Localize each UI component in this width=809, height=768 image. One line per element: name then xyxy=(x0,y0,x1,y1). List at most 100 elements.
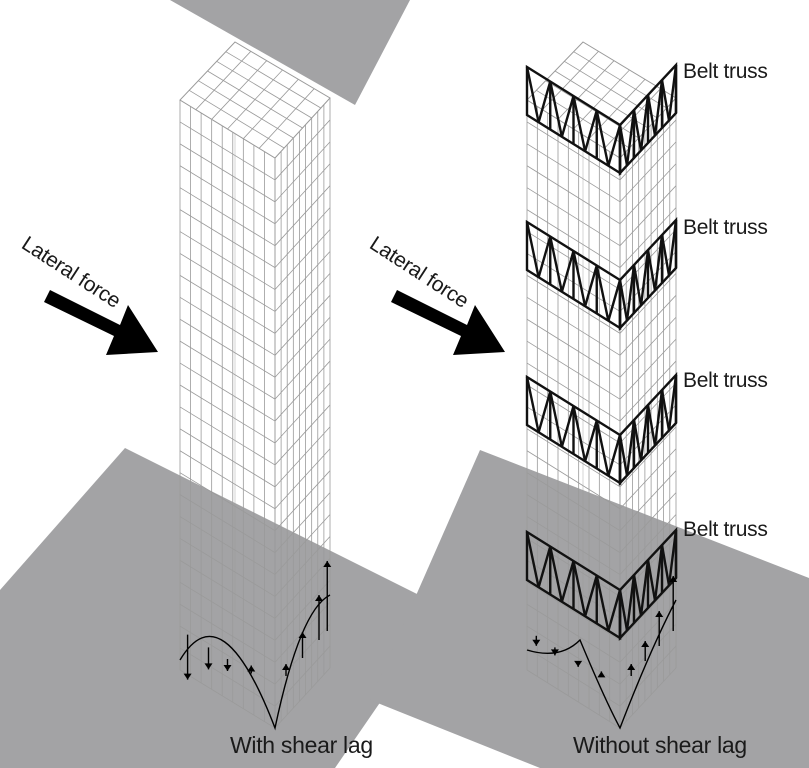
floor-line xyxy=(619,623,677,685)
lateral-force-arrow xyxy=(391,290,505,355)
floor-line xyxy=(526,516,621,575)
floor-line xyxy=(526,625,621,685)
floor-line xyxy=(619,601,677,663)
belt-truss-diagonal xyxy=(583,265,598,307)
belt-truss-label-2: Belt truss xyxy=(683,216,768,239)
belt-truss-diagonal xyxy=(549,81,564,137)
belt-truss-diagonal xyxy=(607,124,622,167)
floor-line xyxy=(619,163,677,225)
ground-plane xyxy=(370,450,809,768)
floor-line xyxy=(526,472,621,532)
floor-line xyxy=(179,581,276,641)
belt-truss-diagonal xyxy=(595,420,610,476)
belt-truss-diagonal xyxy=(632,574,643,616)
floor-line xyxy=(619,360,677,422)
floor-line xyxy=(526,494,621,553)
floor-line xyxy=(526,318,621,378)
belt-truss-label-4: Belt truss xyxy=(683,518,768,541)
floor-line xyxy=(179,231,276,290)
floor-line xyxy=(274,119,331,181)
floor-line xyxy=(179,340,276,400)
belt-truss-diagonal xyxy=(595,575,610,631)
floor-line xyxy=(274,448,331,510)
floor-line xyxy=(526,450,621,510)
stress-arrowhead xyxy=(323,561,332,567)
floor-line xyxy=(274,514,331,575)
belt-truss-diagonal xyxy=(572,560,587,617)
belt-truss-diagonal xyxy=(660,79,671,121)
belt-truss-diagonal xyxy=(607,589,622,632)
floor-line xyxy=(274,229,331,290)
belt-truss-diagonal xyxy=(607,279,622,322)
floor-line xyxy=(179,318,276,378)
floor-line xyxy=(274,360,331,422)
floor-line xyxy=(619,667,677,729)
belt-truss-diagonal xyxy=(572,95,587,152)
floor-line xyxy=(179,121,276,181)
floor-line xyxy=(274,580,331,641)
floor-line xyxy=(619,338,677,400)
belt-truss-diagonal xyxy=(618,124,629,166)
floor-line xyxy=(274,273,331,334)
stress-arrowhead xyxy=(641,641,650,647)
belt-truss-diagonal xyxy=(560,405,575,448)
floor-line xyxy=(179,143,276,203)
stress-arrowhead xyxy=(669,576,678,582)
belt-truss-diagonal xyxy=(646,249,657,291)
floor-line xyxy=(526,669,621,729)
roof-grid-line xyxy=(258,88,315,149)
belt-truss-label-3: Belt truss xyxy=(683,369,768,392)
belt-truss-diagonal xyxy=(549,236,564,292)
floor-line xyxy=(619,316,677,378)
floor-line xyxy=(274,645,331,707)
floor-line xyxy=(619,185,677,246)
floor-line xyxy=(179,275,276,334)
floor-line xyxy=(179,187,276,247)
floor-line xyxy=(179,362,276,422)
tower-with-shear-lag xyxy=(179,41,332,731)
belt-truss-diagonal xyxy=(607,434,622,477)
belt-truss-diagonal xyxy=(646,94,657,136)
floor-line xyxy=(274,316,331,378)
belt-truss-diagonal xyxy=(537,236,552,278)
belt-truss-diagonal xyxy=(632,419,643,461)
stress-arrowhead xyxy=(655,611,664,617)
belt-truss-diagonal xyxy=(549,391,564,447)
belt-truss-diagonal xyxy=(632,109,643,151)
floor-line xyxy=(179,428,276,488)
floor-line xyxy=(179,560,276,619)
floor-line xyxy=(179,450,276,510)
belt-truss-diagonal xyxy=(618,589,629,631)
caption-with-shear-lag: With shear lag xyxy=(230,732,373,758)
floor-line xyxy=(274,207,331,268)
floor-line xyxy=(619,470,677,531)
floor-line xyxy=(179,625,276,685)
floor-line xyxy=(619,273,677,334)
belt-truss-diagonal xyxy=(595,265,610,321)
belt-truss-diagonal xyxy=(537,81,552,123)
belt-truss-diagonal xyxy=(572,405,587,462)
floor-line xyxy=(179,472,276,532)
floor-line xyxy=(179,296,276,356)
lateral-force-arrows xyxy=(44,290,505,355)
tower-without-shear-lag xyxy=(525,41,678,730)
floor-line xyxy=(274,251,331,312)
belt-truss-diagonal xyxy=(537,546,552,588)
stress-arrowhead xyxy=(315,595,323,601)
ground-plane xyxy=(170,0,410,105)
floor-line xyxy=(274,141,331,203)
stress-arrowhead xyxy=(282,664,290,670)
floor-line xyxy=(526,603,621,663)
floor-line xyxy=(619,295,677,356)
floor-line xyxy=(274,382,331,444)
floor-line xyxy=(526,428,621,488)
floor-line xyxy=(179,165,276,225)
stress-arrowhead xyxy=(532,639,541,646)
floor-line xyxy=(274,426,331,488)
belt-truss-diagonal xyxy=(660,234,671,276)
floor-line xyxy=(274,492,331,553)
belt-truss-diagonal xyxy=(572,250,587,307)
stress-arrowhead xyxy=(223,665,232,671)
